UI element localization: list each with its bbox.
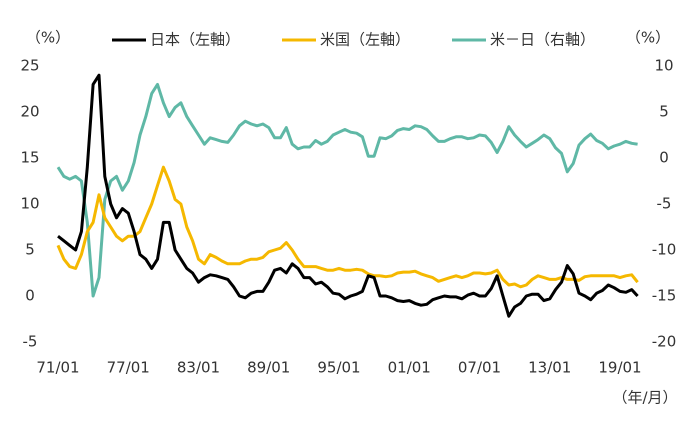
legend-label: 米国（左軸） bbox=[320, 31, 410, 49]
y-tick-label: 15 bbox=[20, 149, 39, 167]
x-tick-label: 13/01 bbox=[528, 359, 571, 377]
y2-tick-label: 5 bbox=[659, 103, 669, 121]
x-tick-label: 83/01 bbox=[177, 359, 220, 377]
x-tick-label: 07/01 bbox=[458, 359, 501, 377]
series-line bbox=[56, 82, 638, 298]
legend-label: 米－日（右軸） bbox=[490, 31, 595, 49]
y-axis-label: （%） bbox=[26, 29, 70, 47]
legend-label: 日本（左軸） bbox=[150, 31, 240, 49]
series-line bbox=[56, 165, 639, 289]
y-tick-label: 0 bbox=[25, 287, 35, 305]
y-tick-label: 5 bbox=[25, 241, 35, 259]
y2-tick-label: -5 bbox=[657, 195, 672, 213]
y-tick-label: -5 bbox=[23, 333, 38, 351]
y2-tick-label: -15 bbox=[652, 287, 677, 305]
y-tick-label: 10 bbox=[20, 195, 39, 213]
x-tick-label: 95/01 bbox=[317, 359, 360, 377]
y2-tick-label: 0 bbox=[659, 149, 669, 167]
y-tick-label: 20 bbox=[20, 103, 39, 121]
x-tick-label: 77/01 bbox=[107, 359, 150, 377]
y2-tick-label: -20 bbox=[652, 333, 677, 351]
y2-axis-label: （%） bbox=[626, 29, 670, 47]
y-tick-label: 25 bbox=[20, 57, 39, 75]
x-tick-label: 89/01 bbox=[247, 359, 290, 377]
series-line bbox=[57, 73, 639, 318]
x-tick-label: 19/01 bbox=[598, 359, 641, 377]
y2-tick-label: 10 bbox=[654, 57, 673, 75]
y2-tick-label: -10 bbox=[652, 241, 677, 259]
x-tick-label: 01/01 bbox=[388, 359, 431, 377]
x-axis-label: （年/月） bbox=[612, 389, 677, 407]
x-tick-label: 71/01 bbox=[36, 359, 79, 377]
